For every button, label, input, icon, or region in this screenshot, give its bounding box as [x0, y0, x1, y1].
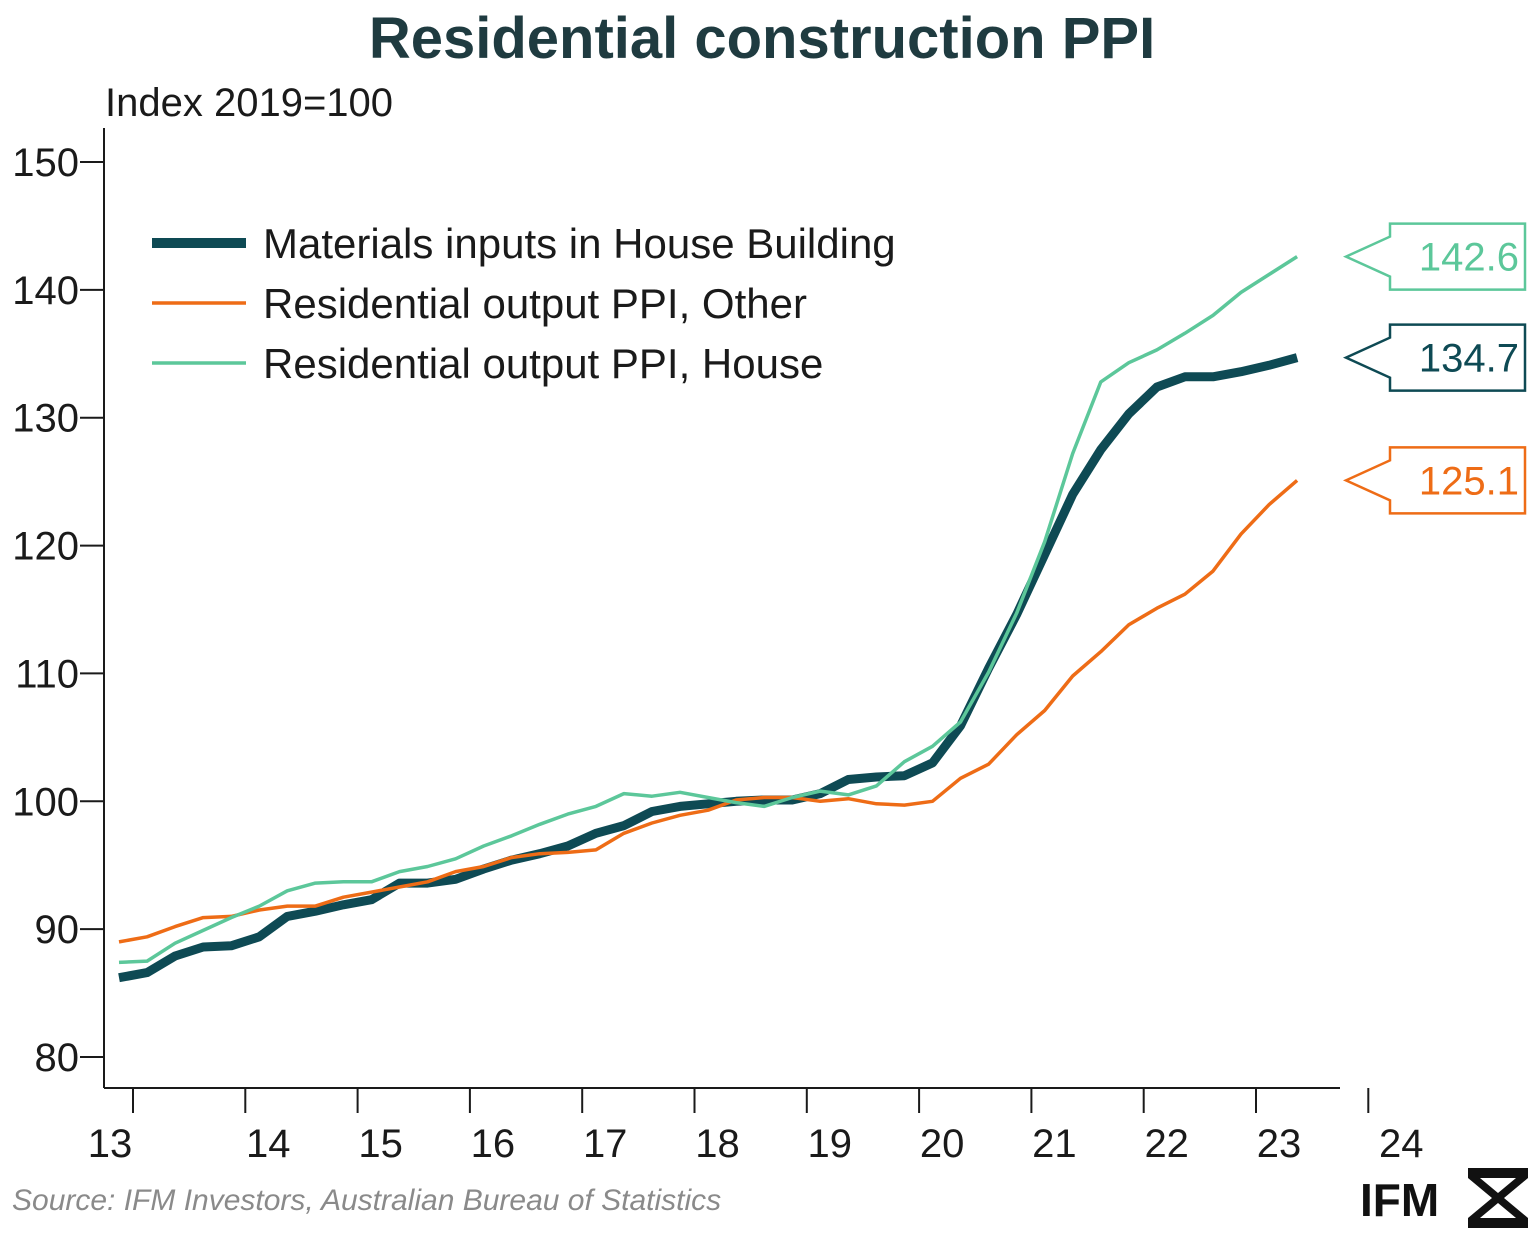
x-tick-label: 17 — [583, 1122, 628, 1166]
logo: IFM — [1360, 1168, 1528, 1228]
legend-label: Residential output PPI, Other — [263, 280, 807, 327]
series-line-2 — [118, 255, 1299, 965]
series-lines — [118, 255, 1299, 983]
x-tick-label: 15 — [358, 1122, 403, 1166]
x-tick-label: 24 — [1379, 1122, 1424, 1166]
x-tick-label: 18 — [695, 1122, 740, 1166]
ifm-hourglass-icon — [1468, 1168, 1528, 1228]
y-tick-label: 130 — [12, 397, 79, 441]
x-tick-label: 21 — [1032, 1122, 1077, 1166]
end-label-value: 125.1 — [1419, 459, 1519, 503]
x-tick-label: 23 — [1257, 1122, 1302, 1166]
end-label-box — [1342, 446, 1527, 515]
end-label-box — [1342, 323, 1527, 392]
end-label-value: 134.7 — [1419, 337, 1519, 381]
logo-text: IFM — [1360, 1174, 1439, 1226]
y-tick-label: 100 — [12, 780, 79, 824]
x-tick-label: 20 — [920, 1122, 965, 1166]
y-axis-ticks: 80 90 100 110 120 130 140 150 — [12, 141, 104, 1080]
x-tick-label: 14 — [246, 1122, 291, 1166]
y-tick-label: 120 — [12, 525, 79, 569]
legend: Materials inputs in House Building Reside… — [152, 220, 896, 387]
y-tick-label: 110 — [15, 652, 79, 696]
source-note: Source: IFM Investors, Australian Bureau… — [12, 1184, 721, 1217]
y-axis-unit-label: Index 2019=100 — [105, 81, 393, 125]
y-tick-label: 140 — [12, 269, 79, 313]
series-line-0 — [118, 353, 1299, 983]
end-value-labels: 134.7 125.1 142.6 — [1342, 222, 1527, 515]
end-label-value: 142.6 — [1419, 236, 1519, 280]
end-label-box — [1342, 222, 1527, 291]
x-tick-label: 16 — [471, 1122, 516, 1166]
x-axis-ticks: 13 14 15 16 17 18 19 20 21 22 23 24 — [88, 1088, 1424, 1166]
series-line-1 — [118, 479, 1299, 944]
x-tick-label: 22 — [1144, 1122, 1189, 1166]
y-tick-label: 90 — [35, 908, 80, 952]
y-tick-label: 80 — [35, 1036, 80, 1080]
chart-title: Residential construction PPI — [369, 6, 1155, 71]
legend-label: Residential output PPI, House — [263, 340, 823, 387]
axes — [103, 128, 1340, 1089]
y-tick-label: 150 — [12, 141, 79, 185]
x-tick-label: 13 — [88, 1122, 133, 1166]
legend-label: Materials inputs in House Building — [263, 220, 896, 267]
x-tick-label: 19 — [808, 1122, 853, 1166]
